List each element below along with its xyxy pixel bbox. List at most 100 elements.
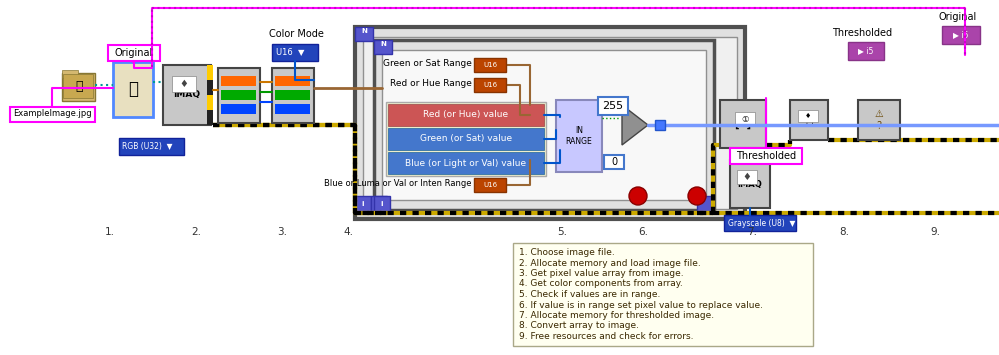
Bar	[730, 148, 802, 164]
Bar	[474, 58, 506, 72]
Bar	[513, 243, 813, 346]
Bar	[363, 37, 737, 209]
Text: U16: U16	[483, 182, 498, 188]
Bar	[737, 170, 757, 184]
Text: i: i	[378, 201, 381, 207]
Text: Red or Hue Range: Red or Hue Range	[391, 78, 472, 87]
Bar	[386, 102, 546, 176]
Bar	[272, 68, 314, 123]
Text: 8.: 8.	[839, 227, 849, 237]
Bar	[858, 100, 900, 140]
Text: Color Mode: Color Mode	[269, 29, 324, 39]
Bar	[207, 95, 213, 110]
Text: 7.: 7.	[747, 227, 757, 237]
Bar	[221, 104, 256, 114]
Text: 5.: 5.	[557, 227, 567, 237]
Bar	[942, 26, 980, 44]
Bar	[218, 68, 260, 123]
Text: 2. Allocate memory and load image file.: 2. Allocate memory and load image file.	[519, 258, 700, 268]
Text: Blue or Luma or Val or Inten Range: Blue or Luma or Val or Inten Range	[325, 179, 472, 187]
Text: ♦: ♦	[805, 113, 811, 119]
Text: U16: U16	[483, 82, 498, 88]
Bar	[730, 160, 770, 208]
Text: 4. Get color components from array.: 4. Get color components from array.	[519, 279, 682, 289]
Bar	[275, 90, 310, 100]
Text: Original: Original	[939, 12, 977, 22]
Text: IMAQ: IMAQ	[174, 91, 201, 99]
Text: 5. Check if values are in range.: 5. Check if values are in range.	[519, 290, 660, 299]
Polygon shape	[622, 105, 648, 145]
Bar	[474, 178, 506, 192]
Bar	[207, 80, 213, 95]
Text: N: N	[361, 28, 367, 34]
Bar	[798, 110, 818, 122]
Text: 9. Free resources and check for errors.: 9. Free resources and check for errors.	[519, 332, 693, 341]
Text: IN
RANGE: IN RANGE	[565, 126, 592, 146]
Text: 1. Choose image file.: 1. Choose image file.	[519, 248, 614, 257]
Text: U16  ▼: U16 ▼	[276, 48, 305, 56]
Bar	[374, 196, 390, 212]
Text: 7. Allocate memory for thresholded image.: 7. Allocate memory for thresholded image…	[519, 311, 714, 320]
Text: ExampleImage.jpg: ExampleImage.jpg	[13, 109, 91, 119]
Bar	[108, 45, 160, 61]
Text: 8. Convert array to image.: 8. Convert array to image.	[519, 322, 639, 331]
Bar	[62, 73, 95, 101]
Text: Thresholded: Thresholded	[832, 28, 892, 38]
Text: 📄: 📄	[128, 80, 138, 98]
Bar	[275, 76, 310, 86]
Text: 6.: 6.	[638, 227, 648, 237]
Bar	[355, 27, 745, 219]
Bar	[355, 27, 373, 41]
Text: ⚠
?: ⚠ ?	[875, 109, 883, 131]
Text: ♦: ♦	[180, 79, 189, 89]
Text: 3.: 3.	[277, 227, 287, 237]
Text: Red (or Hue) value: Red (or Hue) value	[424, 110, 508, 120]
Text: 1.: 1.	[105, 227, 115, 237]
Bar	[655, 120, 665, 130]
Bar	[604, 155, 624, 169]
Text: RGB (U32)  ▼: RGB (U32) ▼	[122, 142, 173, 151]
Text: ▶ i5: ▶ i5	[858, 47, 874, 55]
Bar	[598, 97, 628, 115]
Bar	[113, 62, 153, 117]
Bar	[724, 215, 796, 231]
Bar	[207, 110, 213, 125]
Text: 6. If value is in range set pixel value to replace value.: 6. If value is in range set pixel value …	[519, 300, 763, 310]
Text: 2.: 2.	[191, 227, 201, 237]
Text: Blue (or Light or Val) value: Blue (or Light or Val) value	[406, 158, 526, 168]
Bar	[720, 100, 766, 148]
Bar	[221, 90, 256, 100]
Text: 0: 0	[611, 157, 617, 167]
Bar	[388, 104, 544, 126]
Bar	[374, 40, 714, 210]
Bar	[63, 74, 93, 98]
Text: Green (or Sat) value: Green (or Sat) value	[420, 135, 512, 143]
Bar	[556, 100, 602, 172]
Bar	[221, 76, 256, 86]
Text: [→]: [→]	[734, 119, 751, 129]
Bar	[163, 65, 211, 125]
Bar	[355, 196, 371, 212]
Bar	[172, 76, 196, 92]
Bar	[382, 50, 706, 200]
Text: Thresholded: Thresholded	[736, 151, 796, 161]
Text: 0: 0	[602, 156, 609, 166]
Bar	[697, 196, 713, 212]
Bar	[474, 78, 506, 92]
Text: Green or Sat Range: Green or Sat Range	[384, 59, 472, 67]
Text: Original: Original	[115, 48, 153, 58]
Bar	[10, 107, 95, 122]
Bar	[388, 128, 544, 150]
Bar	[119, 138, 184, 155]
Text: Grayscale (U8)  ▼: Grayscale (U8) ▼	[728, 218, 795, 228]
Bar	[790, 100, 828, 140]
Text: ♦: ♦	[742, 172, 751, 182]
Text: 9.: 9.	[930, 227, 940, 237]
Bar	[272, 44, 318, 61]
Bar	[848, 42, 884, 60]
Text: i: i	[362, 201, 365, 207]
Bar	[371, 196, 387, 212]
Text: 🗑: 🗑	[805, 114, 813, 126]
Text: ①: ①	[741, 115, 748, 124]
Circle shape	[688, 187, 706, 205]
